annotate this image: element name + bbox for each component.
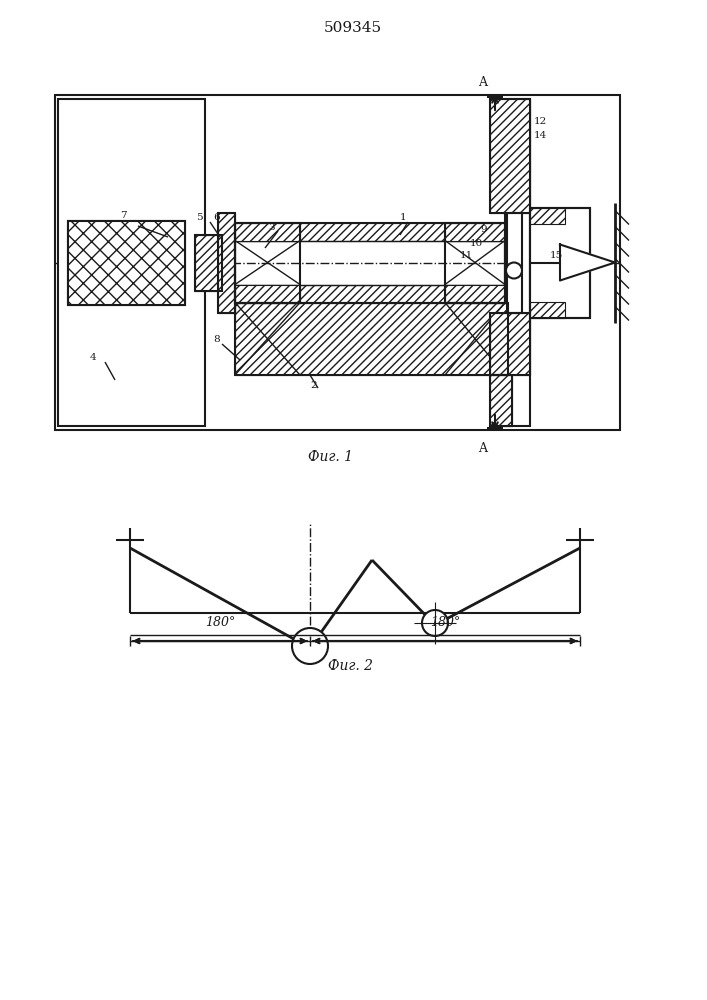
Text: 3: 3 — [268, 224, 274, 232]
Bar — [235, 284, 300, 302]
Text: 180°: 180° — [430, 616, 460, 629]
Bar — [195, 234, 222, 290]
Text: A: A — [479, 76, 488, 89]
Text: 15: 15 — [550, 250, 563, 259]
Bar — [68, 221, 185, 304]
Bar — [55, 95, 620, 430]
Bar — [530, 208, 590, 318]
Text: 509345: 509345 — [324, 21, 382, 35]
Text: Фиг. 2: Фиг. 2 — [327, 659, 373, 673]
Text: 2: 2 — [310, 380, 317, 389]
Bar — [218, 213, 235, 312]
Bar — [218, 213, 235, 312]
Bar — [490, 99, 530, 213]
Bar — [235, 302, 508, 375]
Bar — [490, 99, 530, 213]
Text: 14: 14 — [534, 131, 547, 140]
Bar — [490, 312, 530, 375]
Bar — [490, 375, 512, 426]
Bar — [58, 99, 205, 426]
Text: 11: 11 — [460, 250, 473, 259]
Bar — [68, 221, 185, 304]
Bar — [445, 284, 505, 302]
Bar — [235, 302, 508, 375]
Text: 1: 1 — [400, 214, 407, 223]
Text: 4: 4 — [90, 354, 97, 362]
Bar — [530, 208, 590, 318]
Bar — [490, 375, 512, 426]
Bar — [445, 223, 505, 240]
Text: 8: 8 — [213, 336, 220, 344]
Circle shape — [422, 610, 448, 636]
Polygon shape — [560, 244, 615, 280]
Bar — [68, 221, 185, 304]
Bar — [530, 208, 565, 224]
Bar — [235, 223, 300, 240]
Text: 6: 6 — [213, 214, 220, 223]
Bar — [235, 284, 505, 302]
Text: 12: 12 — [534, 117, 547, 126]
Bar — [507, 213, 522, 312]
Bar — [235, 223, 505, 302]
Bar — [68, 221, 185, 304]
Bar — [530, 302, 565, 318]
Bar — [235, 223, 505, 240]
Text: 180°: 180° — [205, 616, 235, 629]
Bar — [235, 223, 300, 302]
Circle shape — [292, 628, 328, 664]
Bar — [505, 99, 530, 426]
Circle shape — [506, 262, 522, 278]
Text: 5: 5 — [196, 214, 203, 223]
Text: 7: 7 — [120, 211, 127, 220]
Bar — [445, 223, 505, 302]
Text: 10: 10 — [470, 238, 484, 247]
Text: A: A — [479, 442, 488, 455]
Bar — [195, 234, 222, 290]
Bar — [490, 312, 530, 375]
Text: Фиг. 1: Фиг. 1 — [308, 450, 353, 464]
Text: 9: 9 — [480, 226, 486, 234]
